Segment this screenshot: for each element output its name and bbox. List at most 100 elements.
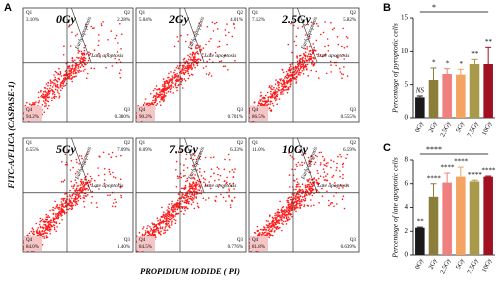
event-dot [78,162,80,165]
event-dot [322,176,325,178]
event-dot [291,51,293,54]
event-dot [175,79,177,81]
event-dot [167,215,170,218]
event-dot [288,78,291,81]
event-dot [166,82,168,85]
event-dot [296,55,298,57]
event-dot [63,179,66,181]
event-dot [299,186,301,188]
event-dot [159,233,162,236]
event-dot [210,168,213,170]
event-dot [182,66,184,69]
event-dot [295,163,298,166]
event-dot [197,180,200,183]
event-dot [56,226,58,228]
event-dot [186,200,188,203]
event-dot [287,86,290,89]
event-dot [329,60,332,63]
event-dot [174,84,177,87]
event-dot [190,203,193,206]
event-dot [120,48,122,50]
event-dot [196,169,198,171]
event-dot [183,68,186,70]
event-dot [171,200,173,203]
event-dot [68,74,70,76]
event-dot [276,87,278,90]
event-dot [45,225,48,227]
event-dot [70,78,73,80]
event-dot [212,156,215,158]
event-dot [85,23,87,26]
event-dot [218,179,220,181]
event-dot [289,71,292,74]
event-dot [74,59,76,61]
event-dot [114,57,116,60]
event-dot [146,227,148,230]
event-dot [282,93,284,95]
event-dot [320,151,323,154]
event-dot [184,199,187,202]
event-dot [186,207,189,210]
event-dot [167,76,169,79]
quadrant-percent: 81.8% [252,245,265,250]
event-dot [275,219,278,221]
event-dot [43,237,46,239]
event-dot [300,58,302,60]
event-dot [214,179,216,182]
event-dot [69,195,72,198]
event-dot [108,168,110,171]
event-dot [279,78,281,81]
event-dot [172,211,174,213]
event-dot [308,37,311,39]
event-dot [184,69,186,72]
event-dot [319,54,322,56]
event-dot [68,194,71,196]
event-dot [43,235,45,238]
event-dot [171,220,173,223]
event-dot [293,78,296,80]
event-dot [166,86,168,89]
event-dot [343,58,346,60]
event-dot [302,199,305,201]
event-dot [226,181,228,184]
event-dot [191,74,194,76]
event-dot [73,198,75,200]
event-dot [218,168,220,170]
event-dot [26,234,29,237]
event-dot [82,65,85,68]
y-axis-label: Percentage of pyroptotic cells [391,23,400,114]
event-dot [265,101,268,103]
event-dot [192,152,194,155]
event-dot [183,197,185,199]
event-dot [53,96,55,98]
event-dot [182,206,184,208]
event-dot [164,82,166,84]
event-dot [154,234,156,236]
event-dot [345,157,347,159]
event-dot [227,153,230,156]
event-dot [166,217,168,220]
event-dot [196,64,199,67]
event-dot [174,204,176,207]
event-dot [312,60,314,63]
event-dot [59,212,62,215]
event-dot [194,174,196,176]
event-dot [198,58,200,60]
event-dot [287,203,290,206]
event-dot [269,107,271,110]
event-dot [72,187,74,189]
event-dot [290,74,292,77]
event-dot [261,229,263,231]
event-dot [157,88,160,90]
event-dot [74,35,77,37]
event-dot [259,103,262,105]
event-dot [215,21,218,24]
event-dot [324,45,326,48]
event-dot [199,59,202,61]
event-dot [158,88,161,91]
event-dot [48,90,51,93]
event-dot [199,171,201,173]
q4-highlight [137,106,155,121]
event-dot [202,47,205,49]
event-dot [197,205,199,207]
